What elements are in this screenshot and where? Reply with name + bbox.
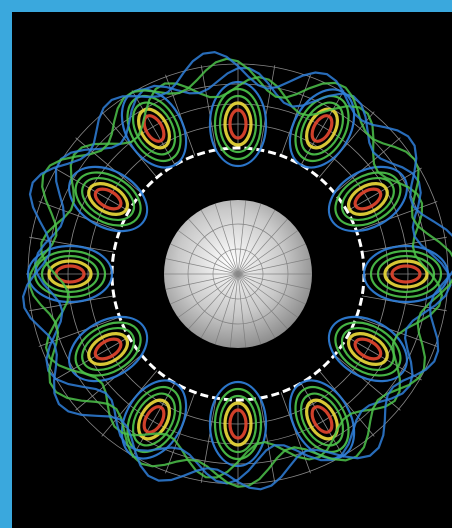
grid-spoke <box>165 392 196 474</box>
flow-streamline <box>346 182 389 216</box>
core-parallel <box>212 248 264 300</box>
flow-streamline <box>294 94 350 163</box>
grid-spoke <box>346 167 422 212</box>
flow-streamline <box>376 254 436 294</box>
top-accent-bar <box>0 0 452 12</box>
flow-streamline <box>40 254 100 294</box>
flow-streamline <box>208 80 268 168</box>
flow-streamline <box>228 408 248 440</box>
flow-streamline <box>74 171 142 227</box>
outer-flow-envelope <box>21 50 452 491</box>
flow-streamline <box>137 398 171 441</box>
convection-cells <box>21 50 452 491</box>
grid-spoke <box>101 111 158 178</box>
flow-streamline <box>228 108 248 140</box>
outer-flow-envelope <box>33 66 452 485</box>
flow-streamline <box>353 187 383 211</box>
grid-spoke <box>334 354 401 411</box>
grid-spoke <box>54 336 130 381</box>
core-meridian <box>165 258 311 290</box>
flow-streamline <box>299 392 345 447</box>
left-accent-bar <box>0 0 12 528</box>
flow-streamline <box>218 94 258 154</box>
flow-streamline <box>310 405 334 434</box>
outer-flow-envelope <box>28 57 452 488</box>
flow-streamline <box>47 259 93 289</box>
flow-streamline <box>383 259 429 289</box>
flow-streamline <box>213 387 263 461</box>
grid-spoke <box>362 236 447 253</box>
flow-streamline <box>142 405 166 434</box>
flow-streamline <box>310 114 334 143</box>
grid-spoke <box>280 392 311 474</box>
flow-streamline <box>87 182 130 216</box>
flow-streamline <box>294 385 350 454</box>
flow-streamline <box>131 392 177 447</box>
flow-streamline <box>87 332 130 366</box>
flow-streamline <box>305 398 339 441</box>
grid-spoke <box>54 167 130 212</box>
flow-streamline <box>340 176 395 222</box>
flow-streamline <box>223 101 253 147</box>
grid-spoke <box>259 398 276 483</box>
flow-streamline <box>390 264 422 284</box>
core-parallel <box>187 223 289 325</box>
flow-streamline <box>346 332 389 366</box>
grid-spoke <box>346 336 422 381</box>
grid-spoke <box>38 201 120 232</box>
grid-spoke <box>101 370 158 437</box>
grid-spoke <box>200 65 217 150</box>
grid-spoke <box>356 201 438 232</box>
flow-streamline <box>218 394 258 454</box>
grid-spoke <box>259 65 276 150</box>
flow-streamline <box>299 101 345 156</box>
flow-streamline <box>142 114 166 143</box>
outer-flow-envelope <box>40 75 444 479</box>
flow-streamline <box>369 249 443 299</box>
flow-streamline <box>26 244 114 304</box>
grid-spoke <box>318 370 375 437</box>
grid-spoke <box>334 137 401 194</box>
flow-streamline <box>81 176 136 222</box>
flow-streamline <box>327 315 408 383</box>
core-grid <box>164 200 312 348</box>
flow-streamline <box>81 326 136 372</box>
flow-streamline <box>353 337 383 361</box>
grid-spoke <box>280 74 311 156</box>
grid-spoke <box>356 316 438 347</box>
flow-streamline <box>223 401 253 447</box>
flow-streamline <box>93 337 123 361</box>
flow-streamline <box>208 380 268 468</box>
flow-streamline <box>340 326 395 372</box>
flow-streamline <box>74 321 142 377</box>
flow-streamline <box>137 107 171 150</box>
flow-streamline <box>327 165 408 233</box>
flow-streamline <box>213 87 263 161</box>
flow-streamline <box>93 187 123 211</box>
